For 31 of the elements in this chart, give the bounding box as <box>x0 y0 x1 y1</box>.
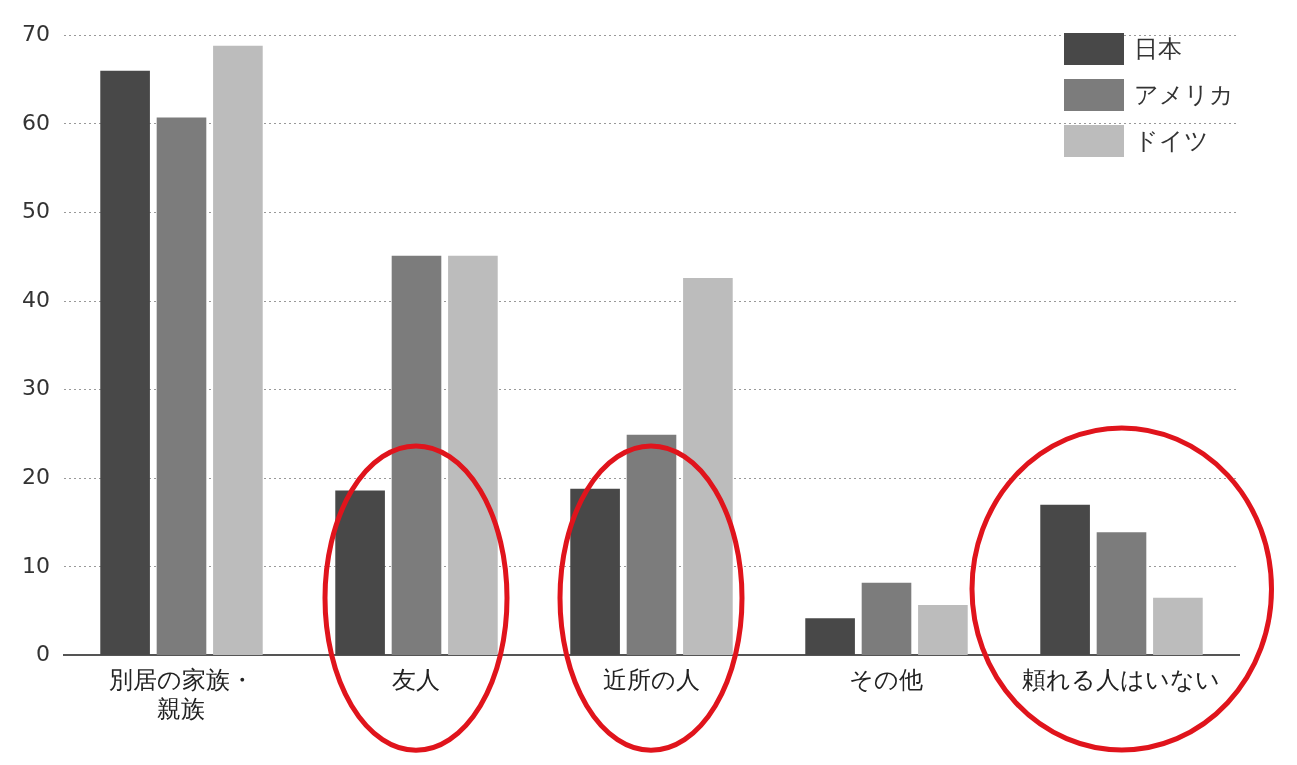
bar <box>861 582 912 655</box>
y-tick-label: 70 <box>21 20 50 46</box>
bar <box>100 70 150 655</box>
y-tick-label: 10 <box>21 552 50 578</box>
legend-label: ドイツ <box>1134 126 1209 157</box>
legend-label: 日本 <box>1134 34 1182 65</box>
bar <box>1153 597 1203 655</box>
bar <box>626 434 677 655</box>
y-tick-label: 0 <box>35 641 50 667</box>
x-tick-label: 別居の家族・親族 <box>108 666 254 723</box>
bar <box>1040 504 1090 655</box>
bar <box>213 45 263 655</box>
bar <box>1096 532 1147 655</box>
bar <box>805 618 855 655</box>
x-tick-label: 近所の人 <box>603 666 700 695</box>
x-tick-label: その他 <box>849 666 924 695</box>
y-tick-label: 40 <box>21 286 50 312</box>
y-tick-label: 60 <box>21 109 50 135</box>
bar <box>391 255 442 655</box>
bar <box>156 117 207 655</box>
bar <box>570 488 620 655</box>
bar <box>918 604 968 655</box>
x-tick-label: 頼れる人はいない <box>1022 666 1221 695</box>
y-tick-label: 30 <box>21 375 50 401</box>
x-tick-label: 友人 <box>392 666 441 695</box>
bar <box>335 490 385 655</box>
bar <box>683 277 733 655</box>
y-tick-label: 20 <box>21 463 50 489</box>
bar <box>448 255 498 655</box>
legend-label: アメリカ <box>1134 80 1234 111</box>
y-tick-label: 50 <box>21 198 50 224</box>
